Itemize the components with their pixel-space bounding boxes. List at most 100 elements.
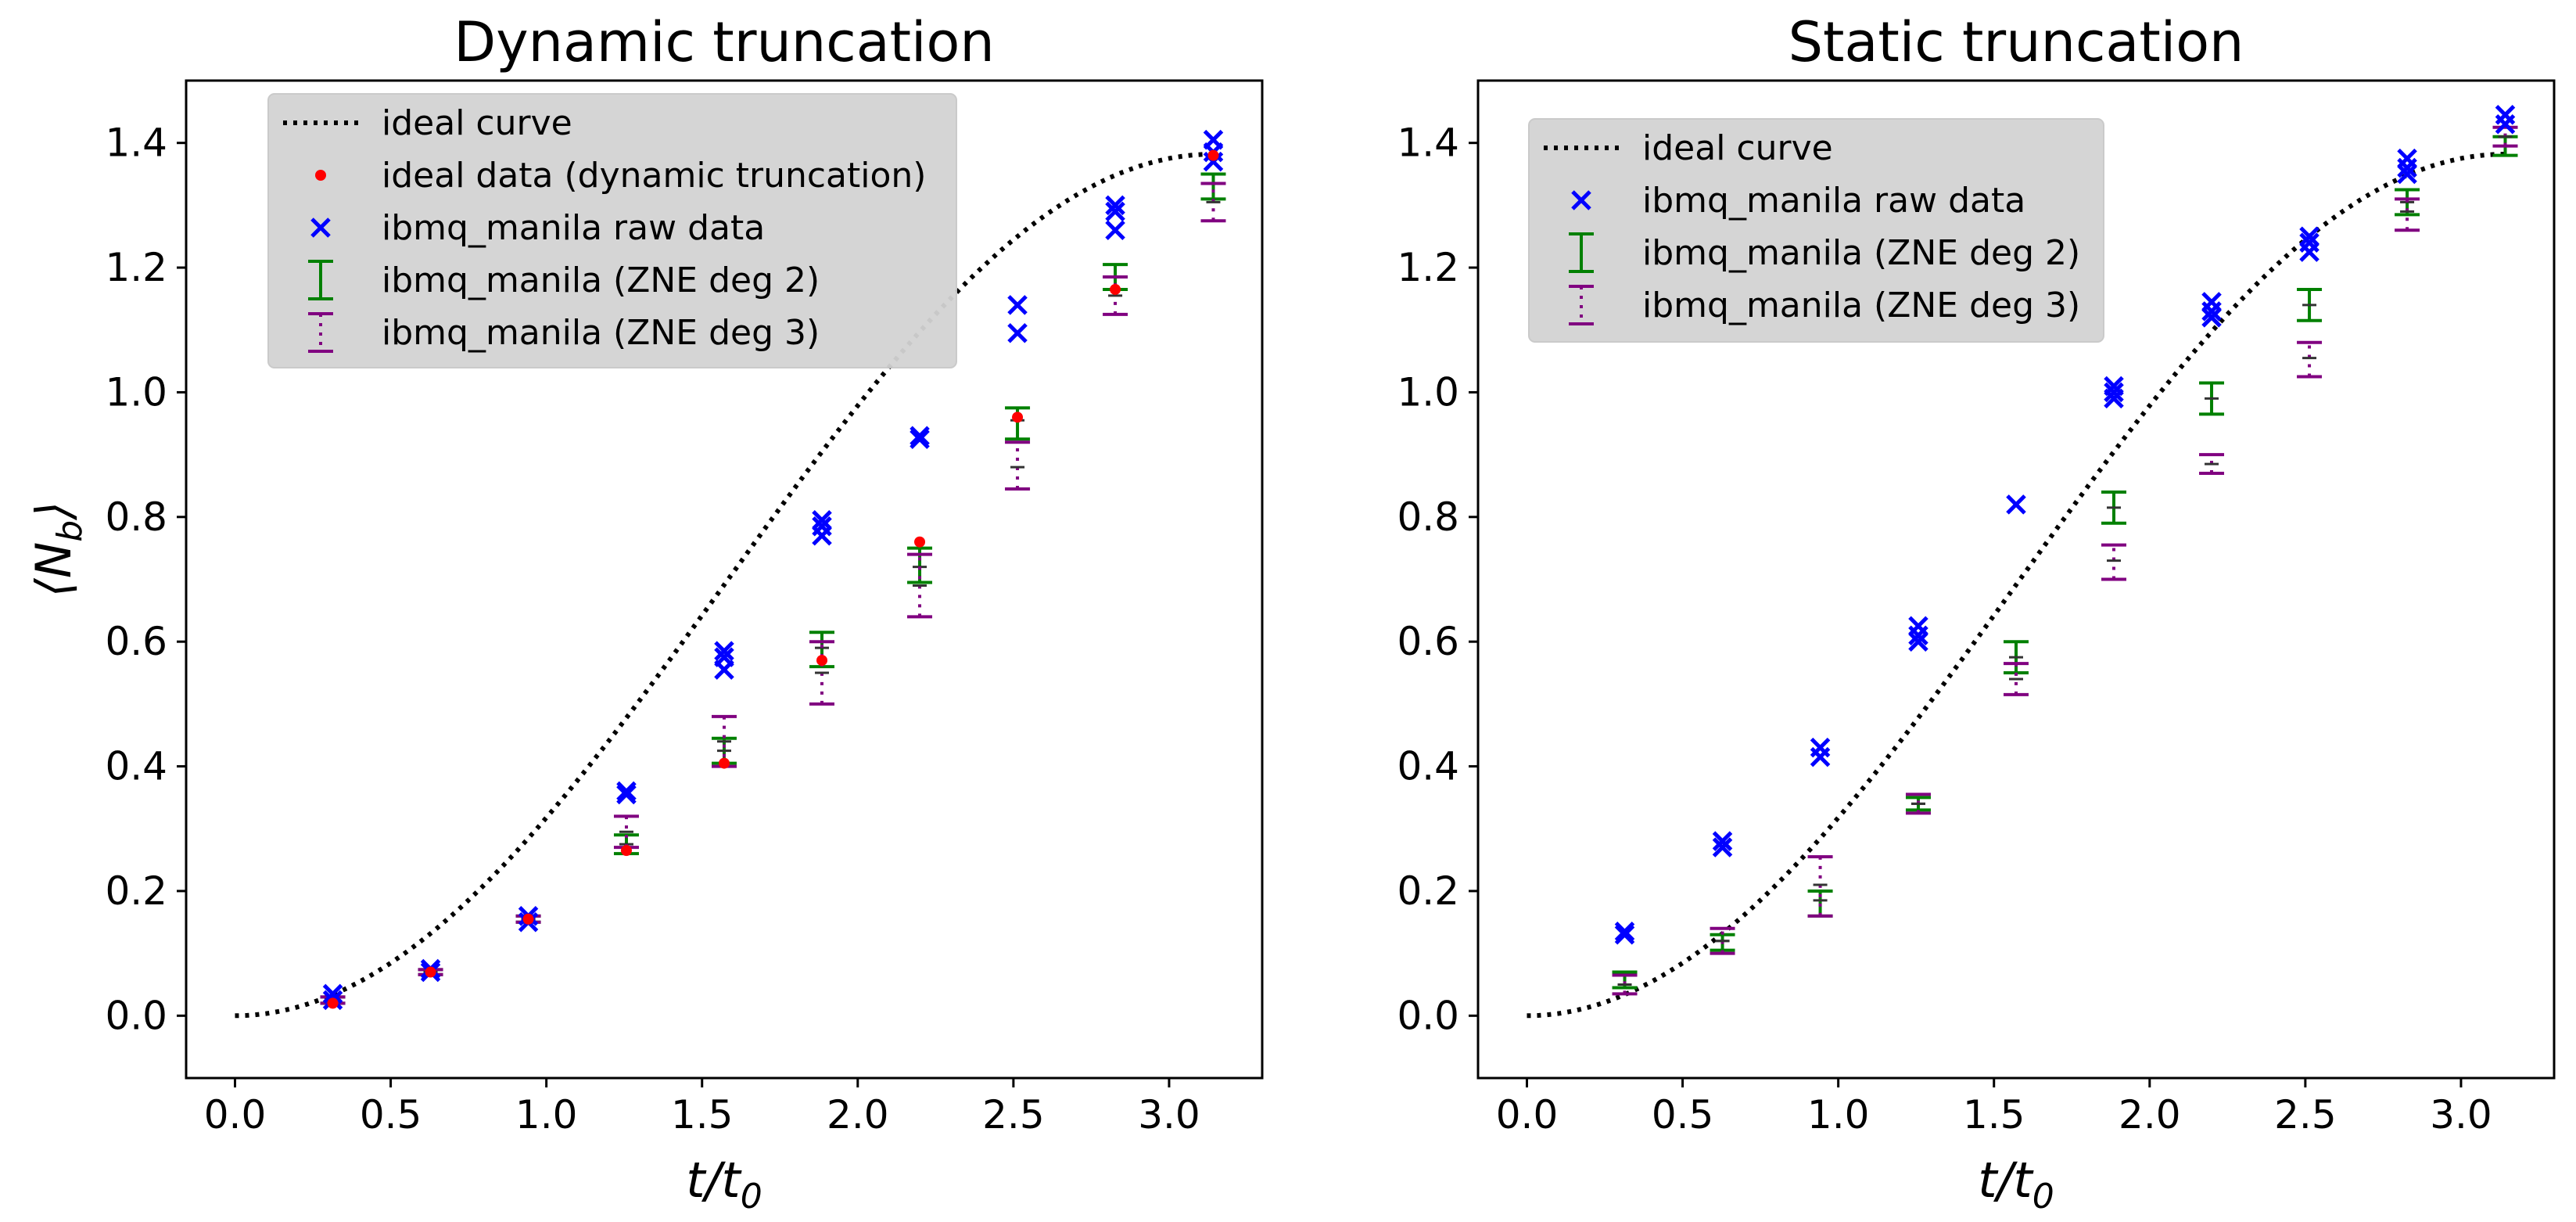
raw-data-point: [1105, 220, 1125, 241]
ideal-data-point: [425, 966, 436, 978]
legend-cross-icon: [310, 217, 331, 238]
y-tick-label: 0.8: [105, 494, 167, 540]
raw-data-point: [714, 641, 734, 661]
zne-deg3-errorbar: [809, 640, 835, 706]
y-axis-label-sub: b: [50, 520, 90, 542]
legend-label: ibmq_manila (ZNE deg 3): [382, 313, 820, 353]
raw-data-point: [616, 781, 637, 802]
y-tick-label: 0.4: [105, 744, 167, 789]
y-axis-label-main: ⟨N: [25, 542, 82, 598]
legend-entry: ibmq_manila (ZNE deg 2): [308, 260, 820, 300]
y-tick-label: 0.8: [1397, 494, 1459, 540]
ideal-data-point: [1110, 283, 1121, 295]
legend-entry: ibmq_manila raw data: [310, 208, 765, 248]
raw-data-point: [909, 429, 930, 449]
x-axis-label-left-sub: 0: [741, 1177, 762, 1217]
legend-entry: ibmq_manila raw data: [1571, 181, 2025, 221]
raw-data-point: [1007, 295, 1028, 315]
legend-entry: ideal curve: [1544, 128, 1833, 168]
raw-data-point: [2397, 148, 2417, 169]
legend-errorbar-solid-icon: [1569, 232, 1594, 273]
y-tick-label: 0.2: [1397, 868, 1459, 914]
legend-box: [1528, 118, 2104, 343]
legend-entry: ibmq_manila (ZNE deg 3): [1569, 285, 2080, 325]
raw-data-point: [1908, 631, 1928, 652]
raw-data-point: [2299, 226, 2319, 246]
x-axis-label-right-sub: 0: [2032, 1177, 2054, 1217]
raw-data-point: [1908, 616, 1928, 637]
raw-data-point: [1007, 322, 1028, 343]
x-tick-label: 2.0: [827, 1092, 889, 1138]
raw-data-point: [909, 426, 930, 446]
x-tick-label: 1.5: [671, 1092, 734, 1138]
raw-data-point: [1712, 837, 1733, 857]
zne-deg2-errorbar: [1200, 172, 1226, 201]
chart-title: Static truncation: [1788, 10, 2244, 74]
y-tick-label: 0.6: [1397, 619, 1459, 664]
ideal-curve-line: [235, 152, 1214, 1019]
y-tick-label: 0.6: [105, 619, 167, 664]
zne-deg3-errorbar: [2199, 453, 2225, 476]
legend-errorbar-dotted-icon: [1569, 285, 1594, 325]
x-axis-label-right: t/t0: [1978, 1152, 2054, 1217]
y-tick-label: 1.4: [105, 120, 167, 166]
zne-deg3-errorbar: [1200, 182, 1226, 223]
zne-deg3-errorbar: [1807, 855, 1833, 918]
y-tick-label: 1.4: [1397, 120, 1459, 166]
x-tick-label: 1.0: [1807, 1092, 1870, 1138]
zne-deg3-errorbar: [1612, 973, 1638, 996]
raw-data-point: [2495, 105, 2516, 125]
legend-entry: ibmq_manila (ZNE deg 3): [308, 312, 820, 353]
x-tick-label: 0.5: [1652, 1092, 1714, 1138]
zne-deg3-errorbar: [2101, 543, 2127, 581]
legend-label: ideal data (dynamic truncation): [382, 156, 926, 196]
legend-errorbar-dotted-icon: [308, 312, 333, 353]
legend-label: ideal curve: [382, 103, 572, 143]
zne-deg3-errorbar: [2492, 125, 2518, 148]
plot-frame: [1476, 79, 2556, 1080]
raw-data-point: [2397, 164, 2417, 185]
legend-box: [267, 93, 957, 368]
x-tick-label: 0.0: [204, 1092, 267, 1138]
legend-errorbar-solid-icon: [308, 260, 333, 300]
zne-deg3-errorbar: [1103, 275, 1128, 316]
zne-deg3-errorbar: [1905, 793, 1931, 815]
y-axis-label-close: ⟩: [25, 501, 82, 521]
legend-entry: ideal curve: [283, 103, 572, 143]
raw-data-point: [2104, 382, 2124, 403]
legend-entry: ideal data (dynamic truncation): [315, 156, 926, 196]
legend: ideal curve ibmq_manila raw data ibmq_mani…: [1528, 118, 2104, 343]
legend-label: ideal curve: [1642, 128, 1833, 168]
y-tick-label: 1.2: [105, 245, 167, 290]
panel-static-truncation: Static truncation 0.0 0.5 1.0 1.5 2.0 2.5 3.0 0.…: [1397, 10, 2556, 1138]
raw-data-point: [812, 510, 832, 530]
legend-entry: ibmq_manila (ZNE deg 2): [1569, 232, 2080, 273]
y-tick-label: 0.4: [1397, 744, 1459, 789]
x-tick-label: 2.5: [2274, 1092, 2337, 1138]
x-axis-label-left-main: t/t: [686, 1152, 742, 1209]
legend-label: ibmq_manila (ZNE deg 3): [1642, 286, 2080, 325]
legend-cross-icon: [1571, 190, 1591, 210]
legend-label: ibmq_manila (ZNE deg 2): [1642, 233, 2080, 273]
x-tick-label: 3.0: [1138, 1092, 1200, 1138]
y-tick-label: 1.0: [1397, 369, 1459, 415]
ideal-data-point: [1012, 412, 1024, 423]
y-axis-label: ⟨Nb⟩: [25, 501, 90, 598]
legend-label: ibmq_manila (ZNE deg 2): [382, 261, 820, 300]
raw-data-point: [2006, 494, 2026, 515]
zne-deg3-errorbar: [1710, 926, 1735, 955]
x-tick-label: 0.0: [1496, 1092, 1559, 1138]
zne-deg2-errorbar: [2101, 490, 2127, 525]
panel-dynamic-truncation: Dynamic truncation 0.0 0.5 1.0 1.5 2.0 2.5 3.0 0…: [105, 10, 1264, 1138]
ideal-data-point: [914, 536, 926, 548]
raw-data-point: [2299, 232, 2319, 253]
raw-data-point: [2201, 307, 2222, 328]
zne-deg2-errorbar: [2297, 287, 2323, 322]
raw-data-point: [2201, 292, 2222, 312]
legend-label: ibmq_manila raw data: [382, 208, 765, 248]
raw-data-point: [616, 784, 637, 805]
zne-deg3-errorbar: [2297, 340, 2323, 379]
zne-deg3-errorbar: [907, 552, 933, 619]
legend-label: ibmq_manila raw data: [1642, 181, 2025, 221]
